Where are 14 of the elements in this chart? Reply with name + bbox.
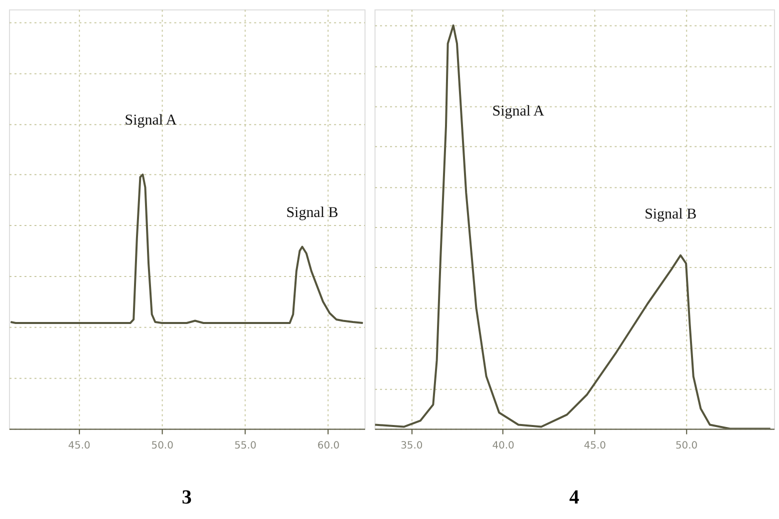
x-tick-label: 60.0 xyxy=(317,440,340,452)
x-tick-label: 35.0 xyxy=(400,440,423,452)
annotation: Signal B xyxy=(286,204,338,221)
x-tick-label: 50.0 xyxy=(675,440,698,452)
annotation: Signal A xyxy=(492,103,544,120)
text: 3 xyxy=(182,486,192,509)
x-tick-label: 45.0 xyxy=(584,440,606,452)
text: Signal A xyxy=(124,112,177,129)
x-tick-label: 45.0 xyxy=(68,440,90,452)
x-tick-label: 50.0 xyxy=(151,440,174,452)
annotation: Signal B xyxy=(644,206,697,222)
x-tick-label: 40.0 xyxy=(492,440,514,452)
text: 4 xyxy=(569,486,580,509)
x-tick-label: 55.0 xyxy=(234,440,257,452)
